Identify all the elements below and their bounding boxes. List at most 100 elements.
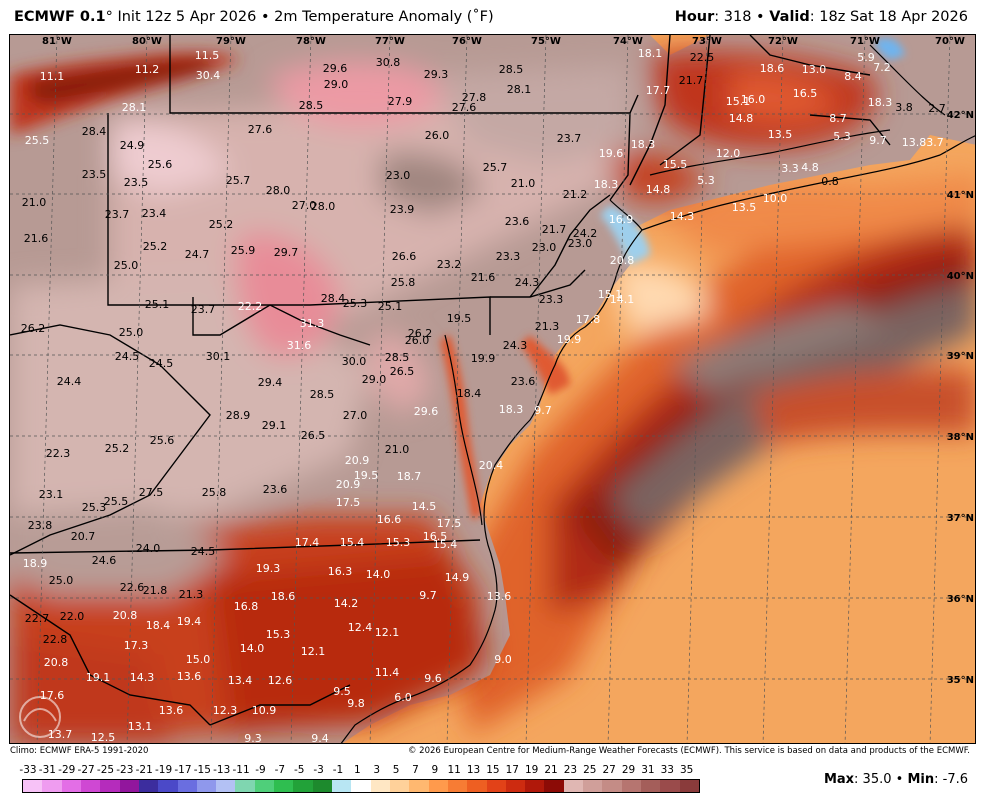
anomaly-value-label: 9.7 [869, 134, 887, 147]
anomaly-value-label: 13.6 [159, 704, 184, 717]
anomaly-value-label: 19.4 [177, 615, 202, 628]
anomaly-value-label: 31.3 [300, 317, 325, 330]
scale-label: -25 [96, 764, 115, 776]
anomaly-value-label: 23.7 [557, 132, 582, 145]
graticule [10, 35, 975, 743]
longitude-label: 77°W [375, 36, 405, 47]
anomaly-value-label: 24.2 [573, 227, 598, 240]
anomaly-value-label: 24.0 [136, 542, 161, 555]
anomaly-value-label: 23.3 [496, 250, 521, 263]
anomaly-value-label: 17.5 [336, 496, 361, 509]
anomaly-value-label: 13.6 [177, 670, 202, 683]
anomaly-value-label: 3.3 [781, 162, 799, 175]
scale-label: -9 [255, 764, 266, 776]
anomaly-value-label: 25.2 [209, 218, 234, 231]
anomaly-value-label: 27.0 [292, 199, 317, 212]
scale-swatch [196, 780, 217, 792]
anomaly-value-label: 24.5 [191, 545, 216, 558]
anomaly-value-label: 25.7 [483, 161, 508, 174]
longitude-label: 73°W [692, 36, 722, 47]
anomaly-value-label: 17.8 [576, 313, 601, 326]
anomaly-value-label: 18.6 [271, 590, 296, 603]
anomaly-value-label: 25.6 [148, 158, 173, 171]
anomaly-value-label: 14.3 [670, 210, 695, 223]
scale-label: 17 [505, 764, 519, 776]
anomaly-value-label: 6.0 [394, 691, 412, 704]
scale-label: -29 [58, 764, 76, 776]
anomaly-value-label: 18.3 [868, 96, 893, 109]
anomaly-value-label: 23.1 [39, 488, 64, 501]
scale-swatch [660, 780, 680, 792]
anomaly-value-label: 15.1 [726, 95, 751, 108]
scale-swatch [389, 780, 410, 792]
anomaly-value-label: 21.0 [511, 177, 536, 190]
scale-swatch [61, 780, 81, 792]
scale-swatch [583, 780, 603, 792]
anomaly-value-label: 30.8 [376, 56, 401, 69]
anomaly-value-label: 24.3 [515, 276, 540, 289]
anomaly-value-label: 19.6 [599, 147, 624, 160]
anomaly-value-label: 18.3 [594, 178, 619, 191]
scale-swatch [505, 780, 526, 792]
map-header: ECMWF 0.1° Init 12z 5 Apr 2026 • 2m Temp… [0, 0, 984, 34]
anomaly-value-label: 9.0 [494, 653, 512, 666]
anomaly-value-label: 23.2 [437, 258, 462, 271]
anomaly-value-label: 9.3 [244, 732, 262, 744]
scale-swatch [486, 780, 506, 792]
state-borders [10, 35, 891, 726]
anomaly-value-label: 18.1 [638, 47, 663, 60]
scale-label: 5 [392, 764, 400, 776]
scale-swatch [351, 780, 371, 792]
anomaly-value-label: 22.0 [60, 610, 85, 623]
min-value: : -7.6 [934, 772, 968, 787]
scale-swatch [332, 780, 352, 792]
anomaly-value-label: 19.9 [557, 333, 582, 346]
anomaly-value-label: 21.7 [679, 74, 704, 87]
anomaly-value-label: 10.9 [252, 704, 277, 717]
scale-swatch [525, 780, 545, 792]
scale-label: 35 [679, 764, 694, 776]
anomaly-value-label: 9.7 [534, 404, 552, 417]
scale-swatch [235, 780, 255, 792]
anomaly-value-label: 28.5 [299, 99, 324, 112]
hour-label: Hour [674, 9, 715, 25]
scale-swatch [679, 780, 699, 792]
scale-swatch [544, 780, 564, 792]
anomaly-value-label: 24.9 [120, 139, 145, 152]
longitude-label: 76°W [452, 36, 482, 47]
scale-label: -3 [313, 764, 324, 776]
anomaly-value-label: 25.2 [105, 442, 130, 455]
anomaly-value-label: 14.2 [334, 597, 359, 610]
scale-label: 29 [621, 764, 636, 776]
scale-label: 13 [466, 764, 481, 776]
anomaly-value-label: 29.7 [274, 246, 299, 259]
anomaly-value-label: 25.2 [143, 240, 168, 253]
latitude-label: 38°N [947, 432, 974, 443]
anomaly-value-label: 15.3 [386, 536, 411, 549]
anomaly-value-label: 16.6 [377, 513, 402, 526]
scale-label: 23 [563, 764, 578, 776]
temperature-anomaly-map[interactable]: 81°W 80°W 79°W 78°W 77°W 76°W 75°W 74°W 73°W 72°W… [9, 34, 976, 744]
anomaly-value-label: 13.1 [128, 720, 153, 733]
anomaly-value-label: 16.0 [741, 93, 766, 106]
scale-swatch [467, 780, 487, 792]
anomaly-value-label: 27.0 [343, 409, 368, 422]
anomaly-value-label: 13.8 [902, 136, 927, 149]
anomaly-value-label: 14.1 [610, 293, 635, 306]
anomaly-value-label: 5.3 [833, 130, 851, 143]
scale-label: -7 [274, 764, 286, 776]
anomaly-value-label: 25.3 [82, 501, 107, 514]
anomaly-value-label: 0.8 [821, 175, 839, 188]
anomaly-value-label: 8.4 [844, 70, 862, 83]
anomaly-value-label: 4.8 [801, 161, 819, 174]
scale-swatch [100, 780, 120, 792]
anomaly-value-label: 26.6 [392, 250, 417, 263]
anomaly-value-label: 21.3 [535, 320, 560, 333]
anomaly-value-label: 26.5 [301, 429, 326, 442]
anomaly-value-label: 25.0 [114, 259, 139, 272]
scale-label: 25 [583, 764, 597, 776]
scale-label: -23 [116, 764, 134, 776]
anomaly-value-label: 11.4 [375, 666, 400, 679]
land-anomaly-patches [10, 51, 877, 743]
valid-label: Valid [769, 9, 810, 25]
